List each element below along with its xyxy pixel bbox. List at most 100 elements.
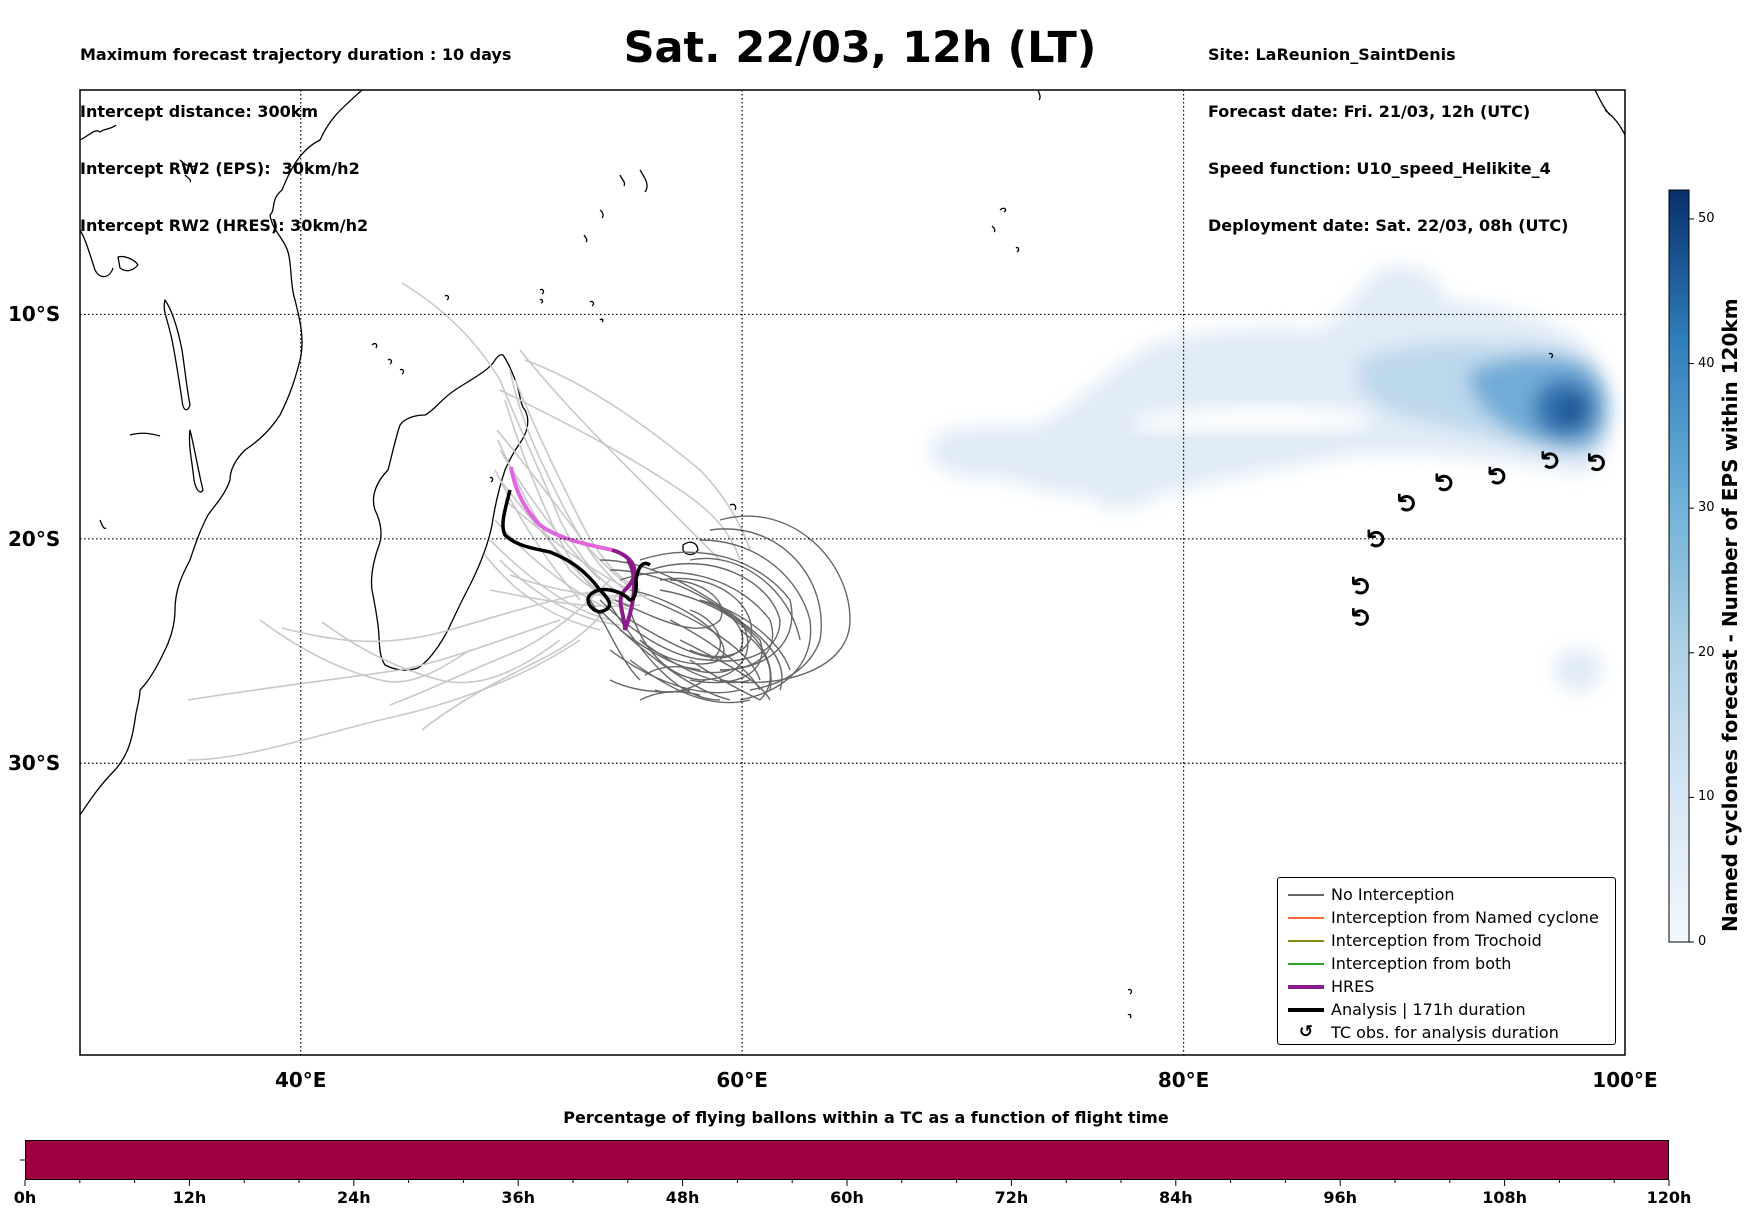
- flight-time-label: 12h: [172, 1188, 207, 1207]
- map-content: ↺↺↺↺↺ ↺↺ ↺: [80, 90, 1625, 1019]
- colorbar-title: Named cyclones forecast - Number of EPS …: [1718, 298, 1742, 932]
- lon-label: 40°E: [274, 1068, 327, 1092]
- deployment-date: Deployment date: Sat. 22/03, 08h (UTC): [1208, 216, 1569, 235]
- speed-function: Speed function: U10_speed_Helikite_4: [1208, 159, 1551, 178]
- tc-obs-icon: ↺: [1347, 606, 1377, 628]
- africa-coast: [80, 90, 363, 816]
- arabian-coast: [179, 159, 196, 183]
- tc-obs-icon: ↺: [1393, 492, 1423, 514]
- lakshadweep-islands: [991, 207, 1020, 253]
- analysis-trajectory: [501, 489, 651, 614]
- forecast-date: Forecast date: Fri. 21/03, 12h (UTC): [1208, 102, 1531, 121]
- legend-label: Interception from both: [1331, 954, 1512, 973]
- horn-coast: [80, 124, 117, 278]
- near-trajectories: [187, 282, 751, 761]
- map-frame: [79, 89, 1626, 1056]
- flight-time-label: 48h: [665, 1188, 700, 1207]
- tc-obs-legend-icon: ↺: [1298, 1022, 1314, 1042]
- colorbar-tick-label: 40: [1698, 355, 1715, 371]
- ensemble-trajectories: [187, 282, 851, 761]
- lon-label: 100°E: [1592, 1068, 1658, 1092]
- site-name: Site: LaReunion_SaintDenis: [1208, 45, 1456, 64]
- flight-time-label: 0h: [13, 1188, 37, 1207]
- param-intercept-distance: Intercept distance: 300km: [80, 102, 319, 121]
- legend-label: TC obs. for analysis duration: [1331, 1023, 1559, 1042]
- lake-victoria: [117, 255, 139, 272]
- legend-swatch: [1288, 940, 1324, 942]
- lat-label: 30°S: [8, 751, 61, 776]
- legend-label: Analysis | 171h duration: [1331, 1000, 1526, 1019]
- legend-item: Interception from both: [1278, 952, 1615, 975]
- colorbar-tick-label: 10: [1698, 789, 1715, 805]
- legend-label: HRES: [1331, 977, 1375, 996]
- legend-swatch: [1288, 894, 1324, 896]
- legend-swatch: [1288, 1008, 1324, 1012]
- flight-time-label: 24h: [336, 1188, 371, 1207]
- legend-item: No Interception: [1278, 883, 1615, 906]
- legend-label: No Interception: [1331, 885, 1455, 904]
- legend-label: Interception from Named cyclone: [1331, 908, 1599, 927]
- lake-kariba: [129, 432, 161, 437]
- tc-obs-icon: ↺: [1347, 575, 1377, 597]
- flight-time-ticks: [20, 1159, 1670, 1186]
- legend: No Interception Interception from Named c…: [1277, 877, 1616, 1045]
- density-colorbar: [1668, 189, 1694, 943]
- lon-label: 80°E: [1157, 1068, 1210, 1092]
- legend-item: Interception from Trochoid: [1278, 929, 1615, 952]
- tc-obs-icon: ↺: [1537, 449, 1567, 471]
- legend-item: ↺ TC obs. for analysis duration: [1278, 1021, 1615, 1044]
- flight-time-title: Percentage of flying ballons within a TC…: [563, 1108, 1169, 1127]
- lake-southern: [99, 519, 107, 530]
- forecast-parameters: Maximum forecast trajectory duration : 1…: [80, 7, 511, 254]
- flight-time-label: 84h: [1158, 1188, 1193, 1207]
- map-title: Sat. 22/03, 12h (LT): [623, 23, 1097, 73]
- colorbar-ticks: [1689, 218, 1694, 943]
- lake-malawi: [188, 429, 204, 493]
- density-core: [1554, 394, 1586, 426]
- flight-time-bar: [25, 1140, 1669, 1180]
- far-trajectories: [589, 515, 851, 704]
- lon-label: 60°E: [716, 1068, 768, 1092]
- colorbar-tick-label: 0: [1698, 934, 1707, 949]
- legend-item: Interception from Named cyclone: [1278, 906, 1615, 929]
- tc-obs-icon: ↺: [1484, 465, 1514, 487]
- seychelles: [539, 298, 604, 323]
- lat-label: 10°S: [8, 302, 61, 327]
- colorbar-tick-label: 50: [1698, 210, 1715, 226]
- legend-swatch: [1288, 963, 1324, 965]
- flight-time-label: 96h: [1323, 1188, 1358, 1207]
- tc-obs-icon: ↺: [1431, 472, 1461, 494]
- density-gap: [1132, 406, 1371, 432]
- sumatra-coast: [1594, 90, 1625, 136]
- madagascar-coast: [370, 354, 529, 671]
- chagos-islands: [444, 288, 545, 301]
- nicobar-islands: [1037, 90, 1041, 101]
- param-intercept-hres: Intercept RW2 (HRES): 30km/h2: [80, 216, 369, 235]
- legend-item: Analysis | 171h duration: [1278, 998, 1615, 1021]
- density-low-region: [930, 265, 1610, 510]
- tc-obs-icon: ↺: [1583, 452, 1613, 474]
- density-isolated: [1554, 648, 1602, 692]
- flight-time-label: 120h: [1646, 1188, 1692, 1207]
- hres-trajectory-early: [509, 466, 613, 552]
- comoros: [371, 342, 405, 375]
- site-info: Site: LaReunion_SaintDenis Forecast date…: [1208, 7, 1568, 254]
- mozambique-channel-islands: [489, 476, 494, 483]
- flight-time-label: 108h: [1482, 1188, 1527, 1207]
- legend-swatch: [1288, 917, 1324, 919]
- amsterdam-island: [1127, 988, 1133, 1019]
- lat-label: 20°S: [8, 526, 61, 551]
- param-max-duration: Maximum forecast trajectory duration : 1…: [80, 45, 512, 64]
- maldives-islands: [583, 169, 648, 243]
- legend-label: Interception from Trochoid: [1331, 931, 1542, 950]
- colorbar-tick-label: 30: [1698, 500, 1715, 516]
- flight-time-label: 60h: [830, 1188, 864, 1207]
- mauritius-island: [729, 503, 737, 511]
- flight-time-label: 72h: [994, 1188, 1029, 1207]
- legend-swatch: [1288, 985, 1324, 989]
- flight-time-label: 36h: [501, 1188, 536, 1207]
- legend-item: HRES: [1278, 975, 1615, 998]
- colorbar-tick-label: 20: [1698, 644, 1715, 660]
- lake-tanganyika: [163, 299, 191, 411]
